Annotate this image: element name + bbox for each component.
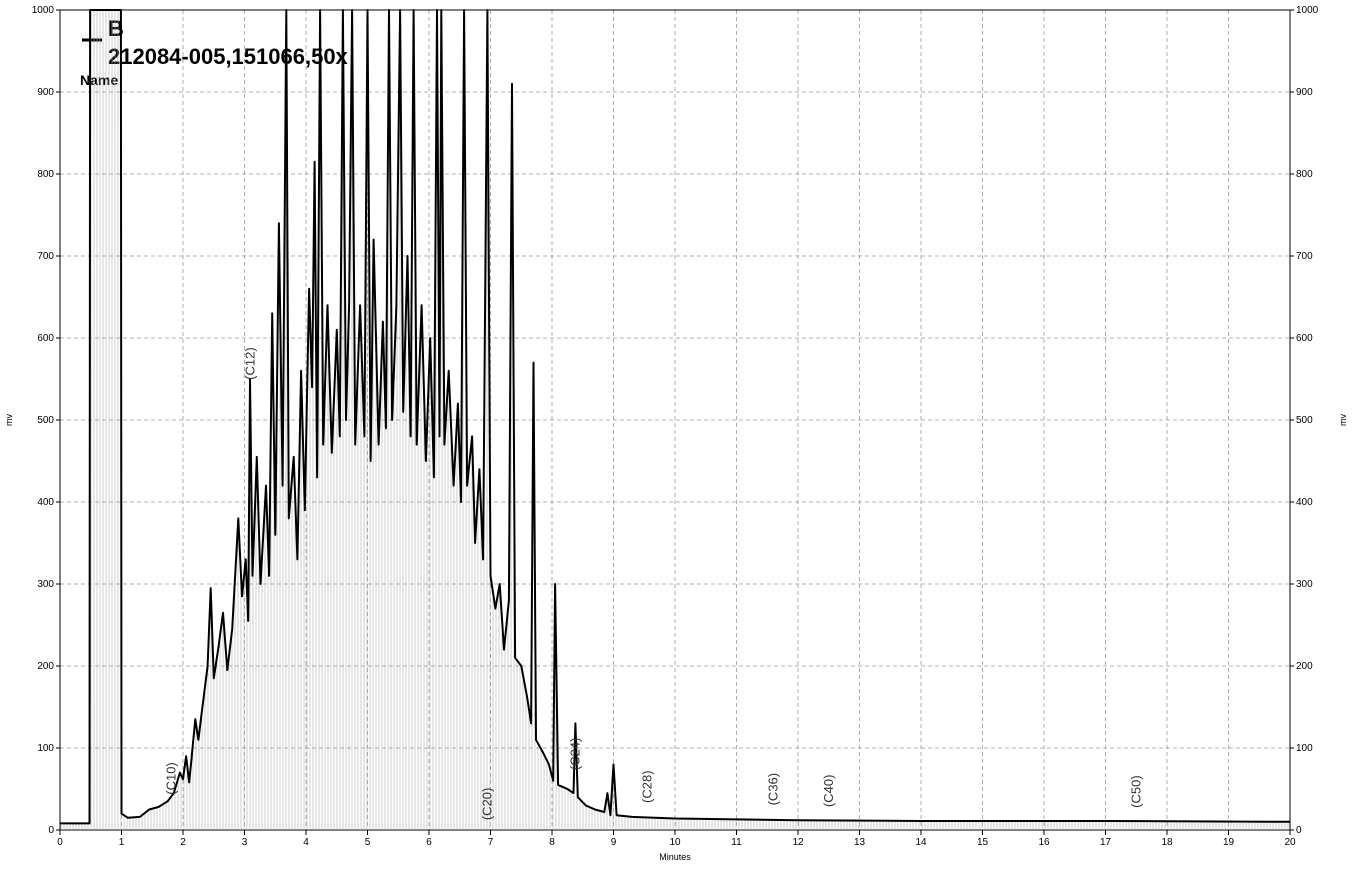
y-tick-label: 900 bbox=[37, 87, 54, 98]
y2-tick-label: 300 bbox=[1296, 579, 1313, 590]
x-tick-label: 8 bbox=[549, 837, 555, 848]
x-tick-label: 10 bbox=[669, 837, 681, 848]
y2-tick-label: 800 bbox=[1296, 169, 1313, 180]
x-tick-label: 9 bbox=[611, 837, 617, 848]
x-tick-label: 2 bbox=[180, 837, 186, 848]
peak-annotation: (C28) bbox=[639, 770, 654, 803]
y-tick-label: 100 bbox=[37, 743, 54, 754]
y2-tick-label: 1000 bbox=[1296, 5, 1319, 16]
peak-annotation: (C20) bbox=[479, 788, 494, 821]
y-tick-label: 1000 bbox=[32, 5, 55, 16]
y2-tick-label: 100 bbox=[1296, 743, 1313, 754]
x-tick-label: 15 bbox=[977, 837, 989, 848]
peak-annotation: (C10) bbox=[163, 762, 178, 795]
y-tick-label: 600 bbox=[37, 333, 54, 344]
x-tick-label: 18 bbox=[1161, 837, 1173, 848]
x-tick-label: 5 bbox=[365, 837, 371, 848]
peak-annotation: (C40) bbox=[821, 775, 836, 808]
y2-axis-label: mv bbox=[1338, 414, 1348, 426]
y2-tick-label: 400 bbox=[1296, 497, 1313, 508]
y2-tick-label: 900 bbox=[1296, 87, 1313, 98]
y2-tick-label: 500 bbox=[1296, 415, 1313, 426]
x-tick-label: 17 bbox=[1100, 837, 1112, 848]
peak-annotation: (C50) bbox=[1128, 775, 1143, 808]
y-axis-label: mv bbox=[4, 414, 14, 426]
x-tick-label: 13 bbox=[854, 837, 866, 848]
x-tick-label: 19 bbox=[1223, 837, 1235, 848]
x-tick-label: 4 bbox=[303, 837, 309, 848]
x-tick-label: 11 bbox=[731, 837, 742, 848]
y2-tick-label: 0 bbox=[1296, 825, 1302, 836]
y-tick-label: 800 bbox=[37, 169, 54, 180]
x-tick-label: 6 bbox=[426, 837, 432, 848]
y-tick-label: 200 bbox=[37, 661, 54, 672]
y-tick-label: 300 bbox=[37, 579, 54, 590]
peak-area bbox=[60, 10, 1290, 830]
y2-tick-label: 700 bbox=[1296, 251, 1313, 262]
x-tick-label: 7 bbox=[488, 837, 494, 848]
y-tick-label: 700 bbox=[37, 251, 54, 262]
x-tick-label: 3 bbox=[242, 837, 248, 848]
y-tick-label: 400 bbox=[37, 497, 54, 508]
y2-tick-label: 200 bbox=[1296, 661, 1313, 672]
x-tick-label: 14 bbox=[915, 837, 927, 848]
peak-annotation: (C24) bbox=[567, 738, 582, 771]
x-tick-label: 20 bbox=[1284, 837, 1296, 848]
y-tick-label: 0 bbox=[48, 825, 54, 836]
x-tick-label: 16 bbox=[1038, 837, 1050, 848]
y-tick-label: 500 bbox=[37, 415, 54, 426]
x-axis-label: Minutes bbox=[659, 852, 691, 862]
x-tick-label: 1 bbox=[119, 837, 125, 848]
x-tick-label: 12 bbox=[792, 837, 804, 848]
y2-tick-label: 600 bbox=[1296, 333, 1313, 344]
x-tick-label: 0 bbox=[57, 837, 63, 848]
chromatogram-line bbox=[60, 9, 1291, 825]
peak-annotation: (C36) bbox=[765, 773, 780, 806]
peak-annotation: (C12) bbox=[243, 347, 258, 380]
legend-title: 212084-005,151066,50x bbox=[108, 44, 349, 69]
